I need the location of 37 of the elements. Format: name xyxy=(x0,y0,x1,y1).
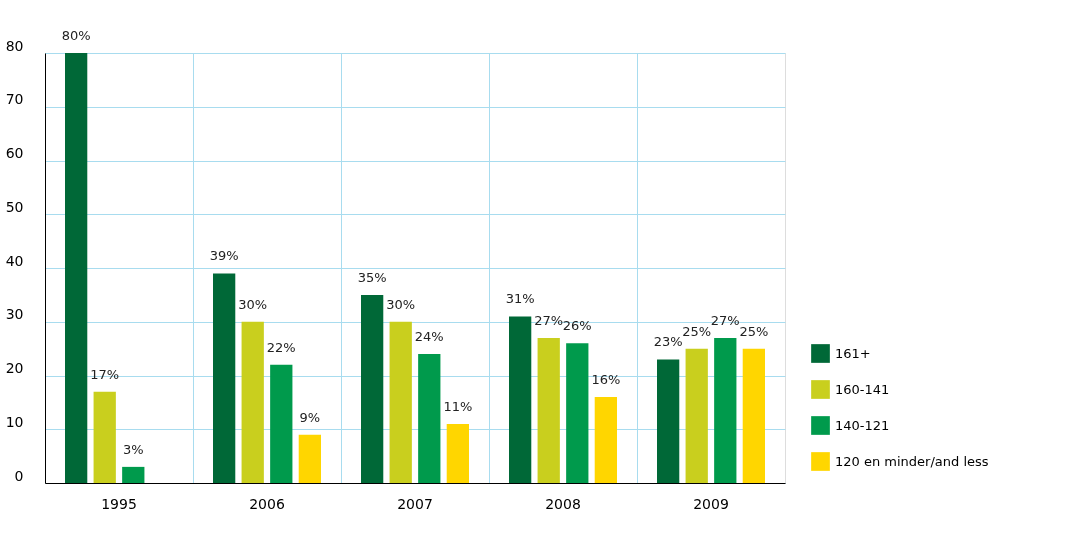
y-tick-label: 20 xyxy=(5,360,24,376)
data-label: 11% xyxy=(443,398,473,414)
y-tick-label: 30 xyxy=(5,306,24,323)
x-tick-label: 2007 xyxy=(397,495,433,512)
data-label: 39% xyxy=(209,248,239,264)
legend-label: 160-141 xyxy=(835,381,890,397)
y-tick-label: 70 xyxy=(5,91,24,108)
x-tick-label: 2009 xyxy=(693,495,729,512)
x-tick-label: 2006 xyxy=(249,495,285,512)
x-tick-label: 1995 xyxy=(101,495,137,512)
data-label: 3% xyxy=(122,441,144,457)
data-label: 30% xyxy=(238,296,268,312)
y-tick-label: 60 xyxy=(5,145,24,161)
data-label: 31% xyxy=(505,291,535,307)
data-label: 23% xyxy=(653,334,683,350)
data-label: 27% xyxy=(534,312,564,328)
data-label: 16% xyxy=(591,372,621,387)
y-tick-label: 40 xyxy=(5,252,24,269)
data-label: 22% xyxy=(266,339,296,355)
legend-label: 120 en minder/and less xyxy=(835,453,989,469)
data-label: 25% xyxy=(739,323,769,339)
data-label: 30% xyxy=(386,296,416,312)
data-label: 27% xyxy=(710,312,740,328)
x-tick-label: 2008 xyxy=(545,495,581,512)
y-tick-label: 50 xyxy=(5,198,24,215)
legend-label: 161+ xyxy=(835,345,871,361)
data-label: 25% xyxy=(682,323,712,339)
y-tick-label: 10 xyxy=(5,413,24,430)
y-tick-label: 0 xyxy=(14,467,24,484)
data-label: 26% xyxy=(562,318,592,334)
legend-label: 140-121 xyxy=(835,417,890,433)
y-tick-label: 80 xyxy=(5,37,24,54)
data-label: 9% xyxy=(299,409,321,425)
data-label: 24% xyxy=(414,329,444,344)
data-label: 35% xyxy=(357,269,387,285)
data-label: 80% xyxy=(61,28,91,43)
data-label: 17% xyxy=(90,366,120,382)
